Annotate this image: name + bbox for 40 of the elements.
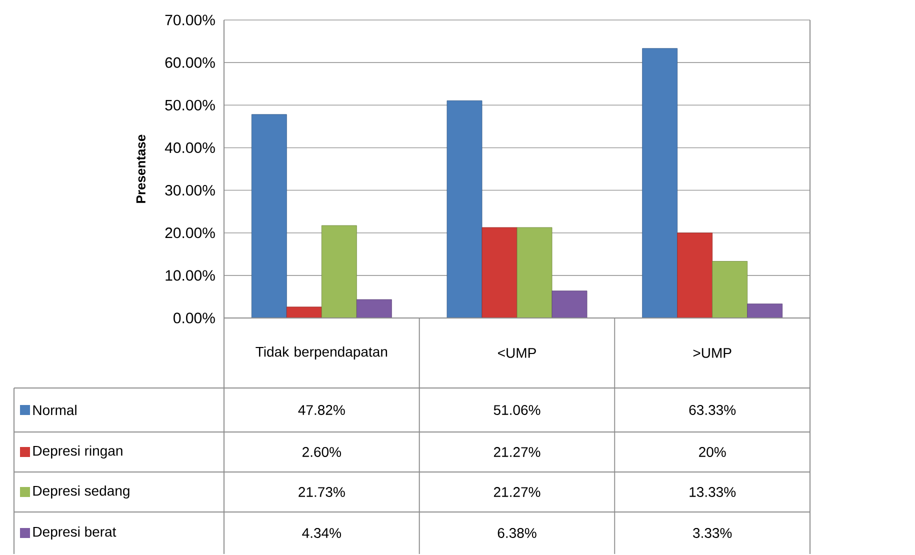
y-tick-label: 0.00%: [174, 312, 215, 324]
data-label: 21.73%: [298, 487, 345, 498]
y-tick-label: 10.00%: [166, 270, 215, 281]
bar: [516, 228, 552, 318]
y-tick-label: 70.00%: [165, 14, 215, 26]
legend-label: Depresi sedang: [33, 486, 130, 499]
data-label: 2.60%: [302, 447, 342, 458]
legend-label: Depresi ringan: [33, 446, 122, 459]
y-tick-label: 20.00%: [165, 228, 215, 238]
data-label: 21.27%: [494, 487, 540, 498]
data-label: 4.34%: [302, 528, 342, 538]
bar: [356, 300, 392, 318]
bar: [712, 261, 748, 318]
data-label: 63.33%: [689, 405, 736, 416]
bar: [642, 48, 678, 318]
x-tick-label: Tidak berpendapatan: [256, 346, 388, 360]
bar: [552, 290, 588, 318]
bar: [677, 232, 713, 318]
y-tick-label: 30.00%: [165, 185, 215, 196]
y-tick-label: 40.00%: [164, 142, 215, 154]
y-tick-label: 60.00%: [165, 58, 215, 68]
x-tick-label: <UMP: [498, 348, 536, 358]
legend-label: Normal: [33, 405, 76, 416]
data-label: 3.33%: [693, 528, 732, 538]
y-tick-label: 50.00%: [165, 100, 215, 111]
bar: [286, 306, 322, 318]
bar: [446, 100, 482, 318]
data-label: 20%: [699, 447, 726, 458]
bar: [747, 304, 783, 318]
bar: [251, 114, 287, 318]
legend-label: Depresi berat: [33, 526, 116, 540]
data-label: 51.06%: [494, 405, 540, 416]
data-label: 13.33%: [690, 487, 736, 498]
y-axis-title: Presentase: [136, 135, 146, 204]
data-label: 47.82%: [298, 405, 345, 416]
bar: [321, 226, 357, 318]
x-tick-label: >UMP: [693, 348, 732, 358]
data-label: 21.27%: [494, 447, 540, 458]
data-label: 6.38%: [498, 528, 536, 538]
bar: [482, 228, 518, 318]
